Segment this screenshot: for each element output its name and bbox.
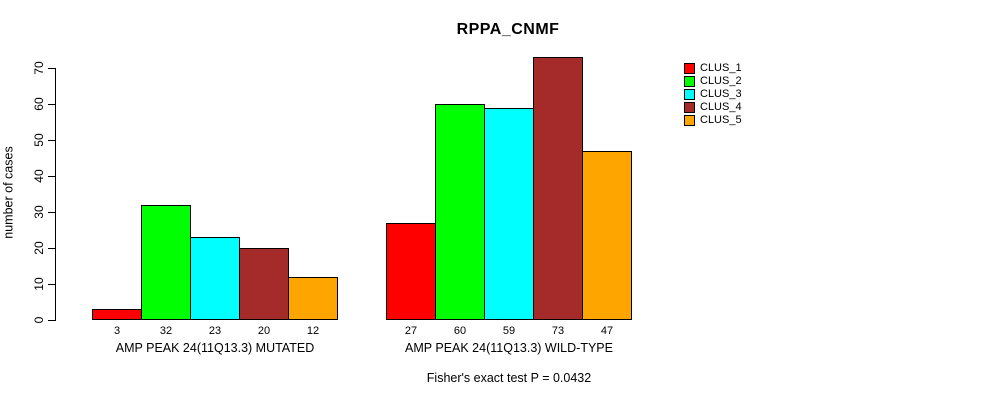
- bar-value-label: 59: [502, 325, 516, 337]
- legend-label: CLUS_5: [700, 114, 742, 126]
- legend-item-clus_4: CLUS_4: [684, 102, 742, 113]
- y-tick-label: 0: [32, 316, 46, 324]
- legend-label: CLUS_3: [700, 88, 742, 100]
- footnote: Fisher's exact test P = 0.0432: [426, 371, 592, 385]
- bar-clus_4-group2: [533, 57, 583, 320]
- y-tick-mark: [48, 283, 55, 285]
- y-tick-mark: [48, 247, 55, 249]
- bar-value-label: 32: [159, 325, 173, 337]
- chart-title: RPPA_CNMF: [456, 21, 560, 38]
- legend-label: CLUS_2: [700, 75, 742, 87]
- legend-swatch-icon: [684, 115, 695, 126]
- bar-clus_3-group2: [484, 108, 534, 320]
- bar-clus_4-group1: [239, 248, 289, 320]
- y-tick-mark: [48, 319, 55, 321]
- y-tick-label: 20: [32, 241, 46, 255]
- y-tick-label: 50: [32, 133, 46, 147]
- bar-clus_2-group1: [141, 205, 191, 320]
- y-tick-label: 70: [32, 61, 46, 75]
- y-axis-line: [55, 68, 56, 321]
- legend-label: CLUS_4: [700, 101, 742, 113]
- bar-clus_1-group2: [386, 223, 436, 320]
- legend-label: CLUS_1: [700, 62, 742, 74]
- bar-value-label: 12: [306, 325, 320, 337]
- bar-clus_5-group1: [288, 277, 338, 320]
- legend-item-clus_3: CLUS_3: [684, 89, 742, 100]
- legend-item-clus_5: CLUS_5: [684, 115, 742, 126]
- bar-value-label: 3: [113, 325, 121, 337]
- bar-value-label: 73: [551, 325, 565, 337]
- y-tick-label: 30: [32, 205, 46, 219]
- legend-swatch-icon: [684, 89, 695, 100]
- y-tick-mark: [48, 175, 55, 177]
- legend: CLUS_1 CLUS_2 CLUS_3 CLUS_4 CLUS_5: [684, 63, 742, 128]
- bar-value-label: 23: [208, 325, 222, 337]
- group-label: AMP PEAK 24(11Q13.3) MUTATED: [115, 341, 315, 355]
- legend-item-clus_1: CLUS_1: [684, 63, 742, 74]
- legend-swatch-icon: [684, 102, 695, 113]
- y-tick-label: 60: [32, 97, 46, 111]
- legend-swatch-icon: [684, 63, 695, 74]
- y-tick-mark: [48, 139, 55, 141]
- legend-swatch-icon: [684, 76, 695, 87]
- y-tick-label: 10: [32, 277, 46, 291]
- y-tick-mark: [48, 211, 55, 213]
- bar-clus_3-group1: [190, 237, 240, 320]
- bar-clus_5-group2: [582, 151, 632, 320]
- legend-item-clus_2: CLUS_2: [684, 76, 742, 87]
- bar-value-label: 47: [600, 325, 614, 337]
- y-tick-label: 40: [32, 169, 46, 183]
- bar-clus_1-group1: [92, 309, 142, 320]
- bar-clus_2-group2: [435, 104, 485, 320]
- y-tick-mark: [48, 67, 55, 69]
- y-tick-mark: [48, 103, 55, 105]
- bar-value-label: 27: [404, 325, 418, 337]
- group-label: AMP PEAK 24(11Q13.3) WILD-TYPE: [405, 341, 613, 355]
- bar-value-label: 60: [453, 325, 467, 337]
- bar-value-label: 20: [257, 325, 271, 337]
